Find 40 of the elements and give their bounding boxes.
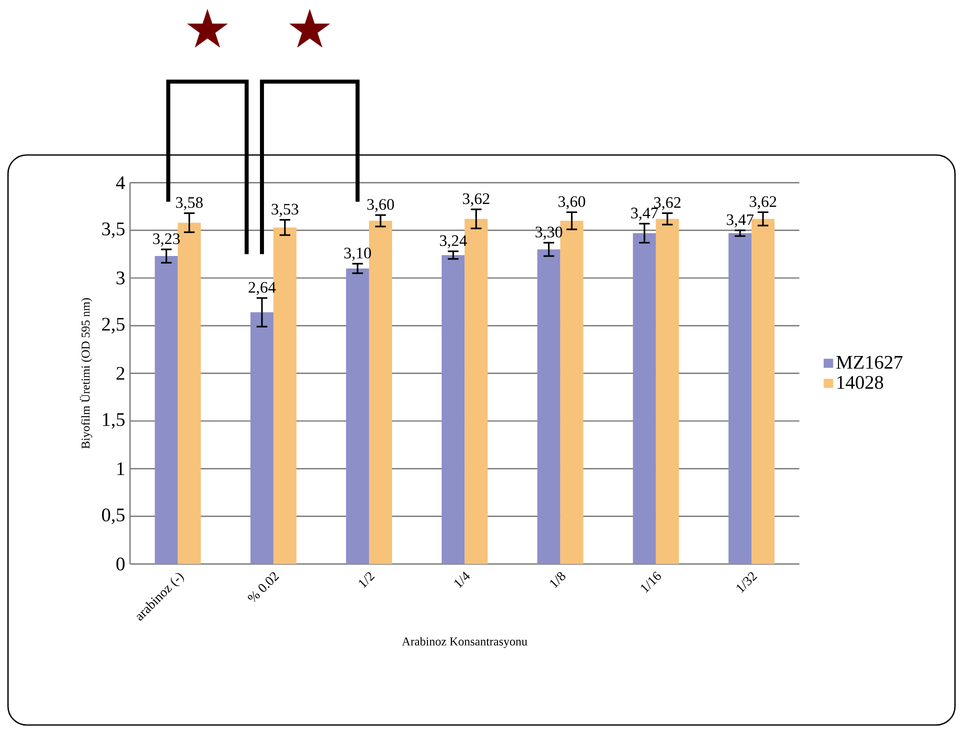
data-label: 3,62 xyxy=(462,193,490,206)
data-label: 3,60 xyxy=(558,196,586,210)
data-label: 2,64 xyxy=(248,282,276,296)
x-tick-label: 1/32 xyxy=(736,572,758,593)
x-tick-label: 1/2 xyxy=(358,572,375,588)
data-label: 3,62 xyxy=(750,196,776,210)
data-label: 3,30 xyxy=(536,226,562,240)
y-tick-label: 0,5 xyxy=(102,508,125,524)
y-tick-label: 2,5 xyxy=(102,318,125,334)
x-axis-title: Arabinoz Konsantrasyonu xyxy=(402,637,528,648)
bar xyxy=(442,255,465,564)
bar xyxy=(632,233,656,564)
y-tick-label: 4 xyxy=(116,176,126,189)
data-label: 3,47 xyxy=(726,214,754,228)
y-tick-label: 3,5 xyxy=(102,222,125,238)
data-label: 3,10 xyxy=(344,248,371,261)
y-tick-label: 1,5 xyxy=(102,413,125,429)
bar xyxy=(154,256,178,564)
data-label: 3,24 xyxy=(440,235,467,248)
bar xyxy=(250,312,274,564)
y-tick-label: 3 xyxy=(116,272,125,284)
legend-label: 14028 xyxy=(838,376,884,389)
y-tick-label: 1 xyxy=(117,462,124,475)
y-axis-title: Biyofilm Üretimi (OD 595 nm) xyxy=(80,298,92,449)
data-label: 3,53 xyxy=(272,204,298,217)
legend-label: MZ1627 xyxy=(836,356,902,369)
y-tick-label: 0 xyxy=(116,558,125,570)
bar xyxy=(728,233,752,564)
text: ★ xyxy=(289,8,330,48)
data-label: 3,23 xyxy=(153,233,180,246)
x-tick-label: % 0.02 xyxy=(248,572,280,602)
data-label: 3,60 xyxy=(367,199,394,212)
x-tick-label: 1/16 xyxy=(641,571,661,593)
data-label: 3,58 xyxy=(176,197,203,210)
bar xyxy=(346,268,370,564)
x-tick-label: 1/8 xyxy=(550,572,566,588)
x-tick-label: 1/4 xyxy=(454,572,470,588)
y-tick-label: 2 xyxy=(116,366,124,380)
bar xyxy=(537,249,560,564)
text: ★ xyxy=(187,8,228,48)
